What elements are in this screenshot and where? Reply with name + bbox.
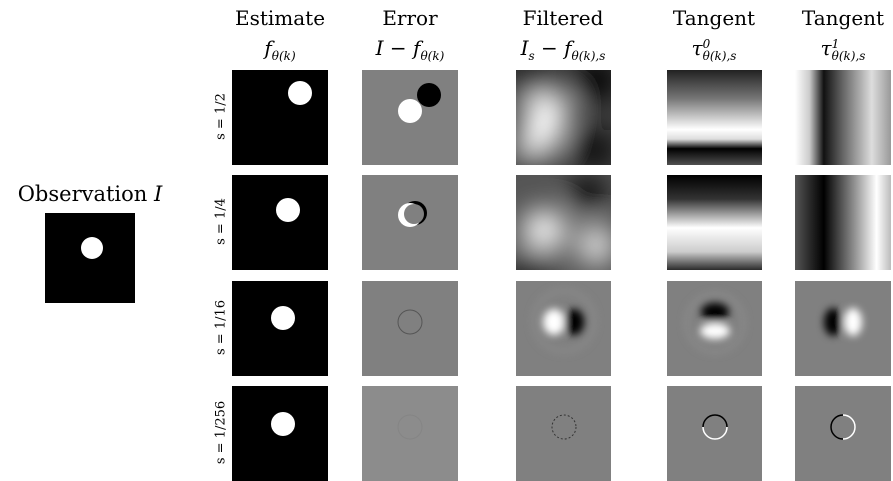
row-label: s = 1/2 <box>214 72 229 162</box>
image-grid <box>0 0 893 481</box>
estimate-image <box>232 386 328 481</box>
formula-sub: θ(k) <box>272 49 296 63</box>
observation-text: Observation <box>18 182 154 206</box>
tangent1-image <box>795 281 891 377</box>
tangent1-image <box>795 175 891 271</box>
formula-sup: 1 <box>832 38 866 50</box>
formula-sub: θ(k),s <box>832 50 866 62</box>
observation-label: Observation I <box>0 182 180 206</box>
tangent0-image <box>667 386 763 481</box>
filtered-image <box>506 60 616 175</box>
formula-text: − f <box>535 36 572 60</box>
row-label: s = 1/16 <box>214 283 229 373</box>
formula-text: I <box>521 36 529 60</box>
column-title: Tangent <box>768 6 893 30</box>
formula-sup: 0 <box>703 38 737 50</box>
formula-text: τ <box>821 36 832 60</box>
filtered-image <box>516 281 612 377</box>
column-title: Filtered <box>488 6 638 30</box>
error-image <box>362 386 458 481</box>
estimate-image <box>232 175 328 271</box>
column-formula: Is − fθ(k),s <box>478 36 648 63</box>
observation-image <box>45 213 135 303</box>
tangent1-image <box>795 386 891 481</box>
estimate-image <box>232 70 328 166</box>
column-title: Tangent <box>639 6 789 30</box>
error-image <box>362 175 458 271</box>
formula-text: τ <box>692 36 703 60</box>
formula-sub: θ(k),s <box>572 49 606 63</box>
tangent0-image <box>667 70 763 166</box>
formula-text: I − f <box>376 36 421 60</box>
estimate-image <box>232 281 328 377</box>
row-label: s = 1/256 <box>214 388 229 478</box>
observation-symbol: I <box>154 182 162 206</box>
filtered-image <box>516 386 612 481</box>
column-formula: I − fθ(k) <box>325 36 495 63</box>
tangent1-image <box>795 70 891 166</box>
filtered-image <box>506 175 614 285</box>
tangent0-image <box>667 175 763 271</box>
formula-text: f <box>264 36 271 60</box>
formula-sub: θ(k) <box>420 49 444 63</box>
figure: Observation I Estimatefθ(k)ErrorI − fθ(k… <box>0 0 893 481</box>
column-title: Estimate <box>205 6 355 30</box>
error-image <box>362 70 458 166</box>
column-title: Error <box>335 6 485 30</box>
formula-sub: θ(k),s <box>703 50 737 62</box>
tangent0-image <box>667 281 763 377</box>
row-label: s = 1/4 <box>214 177 229 267</box>
error-image <box>362 281 458 377</box>
